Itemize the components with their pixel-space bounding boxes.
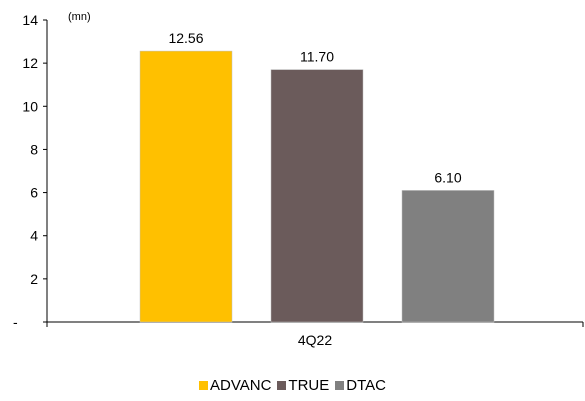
y-tick-label: 2	[30, 271, 38, 287]
bar-dtac	[401, 190, 495, 323]
bars	[139, 50, 495, 323]
legend-swatch	[335, 381, 345, 390]
unit-label: (mn)	[68, 11, 91, 23]
legend-swatch	[199, 381, 208, 390]
y-tick-label: 4	[30, 228, 38, 244]
legend-label: DTAC	[346, 377, 386, 394]
legend: ADVANC TRUE DTAC	[0, 377, 585, 394]
data-labels: 12.56 11.70 6.10	[168, 30, 461, 185]
x-tick-label: 4Q22	[298, 332, 332, 348]
y-tick-label: 12	[22, 55, 38, 71]
bar-true	[270, 69, 364, 323]
legend-item: DTAC	[335, 377, 386, 394]
legend-item: ADVANC	[199, 377, 271, 394]
legend-label: ADVANC	[210, 377, 272, 394]
bar-advanc	[139, 50, 233, 323]
y-tick-label: 14	[22, 12, 38, 28]
data-label: 6.10	[434, 169, 461, 185]
legend-swatch	[277, 381, 287, 390]
data-label: 12.56	[168, 30, 203, 46]
y-tick-label: 10	[22, 98, 38, 114]
legend-label: TRUE	[288, 377, 330, 394]
y-tick-label: 8	[30, 141, 38, 157]
data-label: 11.70	[300, 49, 334, 65]
legend-item: TRUE	[277, 377, 329, 394]
y-tick-label: 6	[30, 185, 38, 201]
y-tick-label: -	[13, 314, 18, 330]
